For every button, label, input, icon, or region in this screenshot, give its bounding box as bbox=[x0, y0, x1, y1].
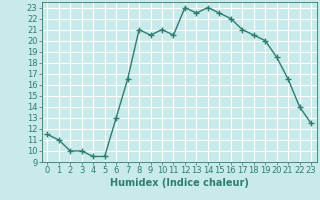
X-axis label: Humidex (Indice chaleur): Humidex (Indice chaleur) bbox=[110, 178, 249, 188]
